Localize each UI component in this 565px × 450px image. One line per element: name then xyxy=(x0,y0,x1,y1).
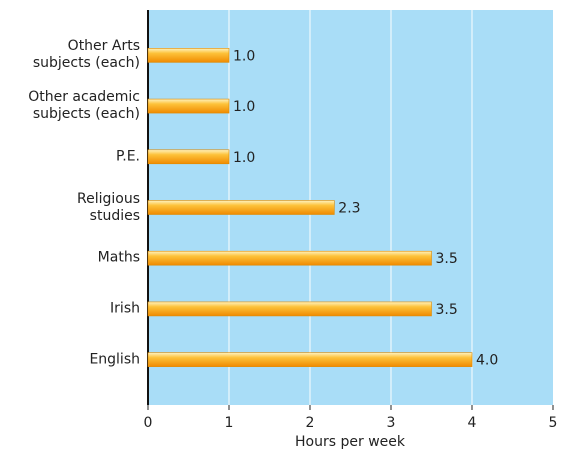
value-label: 2.3 xyxy=(338,201,360,217)
y-tick-label: Other Arts subjects (each) xyxy=(32,38,140,72)
value-label: 1.0 xyxy=(233,99,255,115)
y-tick-label: Religious studies xyxy=(77,190,140,224)
x-tick-label: 5 xyxy=(549,415,558,431)
bar xyxy=(147,98,230,114)
bar xyxy=(147,200,335,215)
x-tick-label: 3 xyxy=(387,415,396,431)
bar xyxy=(147,301,432,317)
x-tick-label: 4 xyxy=(468,415,477,431)
bar xyxy=(147,352,473,367)
value-label: 3.5 xyxy=(436,251,458,267)
value-label: 1.0 xyxy=(233,150,255,166)
x-tick-label: 0 xyxy=(144,415,153,431)
y-tick-label: Other academic subjects (each) xyxy=(28,89,140,123)
bar xyxy=(147,48,230,63)
y-tick-label: Irish xyxy=(110,300,140,317)
y-tick-label: Maths xyxy=(97,249,140,266)
value-label: 3.5 xyxy=(436,302,458,318)
y-tick-label: English xyxy=(89,351,140,368)
value-label: 1.0 xyxy=(233,48,255,64)
bar xyxy=(147,149,230,165)
x-axis-label: Hours per week xyxy=(295,434,406,450)
x-tick-label: 2 xyxy=(306,415,315,431)
bar xyxy=(147,250,432,266)
value-label: 4.0 xyxy=(476,353,498,369)
y-tick-label: P.E. xyxy=(115,148,140,165)
x-tick-label: 1 xyxy=(225,415,234,431)
